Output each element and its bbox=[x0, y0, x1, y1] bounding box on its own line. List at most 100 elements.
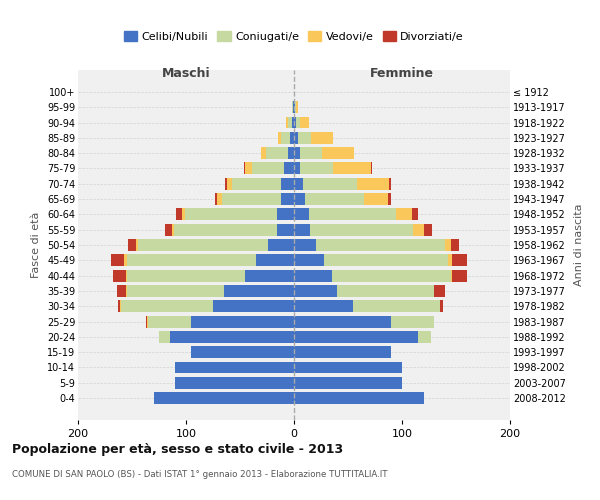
Bar bbox=[293, 101, 294, 113]
Bar bbox=[413, 224, 424, 235]
Bar bbox=[294, 208, 309, 220]
Bar bbox=[294, 362, 402, 374]
Bar bbox=[112, 254, 124, 266]
Bar bbox=[174, 224, 277, 235]
Bar bbox=[120, 300, 121, 312]
Bar bbox=[389, 178, 391, 190]
Bar bbox=[294, 270, 332, 281]
Bar bbox=[353, 300, 440, 312]
Bar bbox=[395, 208, 412, 220]
Bar bbox=[127, 270, 245, 281]
Text: COMUNE DI SAN PAOLO (BS) - Dati ISTAT 1° gennaio 2013 - Elaborazione TUTTITALIA.: COMUNE DI SAN PAOLO (BS) - Dati ISTAT 1°… bbox=[12, 470, 388, 479]
Bar bbox=[337, 285, 434, 297]
Y-axis label: Fasce di età: Fasce di età bbox=[31, 212, 41, 278]
Bar bbox=[294, 300, 353, 312]
Bar bbox=[227, 178, 232, 190]
Bar bbox=[294, 147, 301, 159]
Bar bbox=[305, 193, 364, 205]
Bar bbox=[310, 224, 413, 235]
Bar bbox=[296, 101, 298, 113]
Bar bbox=[266, 147, 287, 159]
Bar bbox=[277, 208, 294, 220]
Bar bbox=[311, 132, 333, 144]
Bar bbox=[424, 224, 432, 235]
Text: Femmine: Femmine bbox=[370, 66, 434, 80]
Bar bbox=[292, 101, 293, 113]
Bar bbox=[139, 239, 268, 251]
Bar bbox=[451, 270, 452, 281]
Bar bbox=[294, 224, 310, 235]
Bar bbox=[295, 101, 296, 113]
Bar bbox=[364, 193, 388, 205]
Bar bbox=[191, 346, 294, 358]
Bar bbox=[301, 162, 333, 174]
Bar bbox=[391, 316, 434, 328]
Bar bbox=[146, 316, 147, 328]
Bar bbox=[159, 331, 170, 343]
Bar bbox=[125, 285, 127, 297]
Bar bbox=[316, 239, 445, 251]
Bar bbox=[294, 316, 391, 328]
Bar bbox=[176, 208, 182, 220]
Bar bbox=[124, 254, 127, 266]
Bar bbox=[356, 178, 389, 190]
Text: Popolazione per età, sesso e stato civile - 2013: Popolazione per età, sesso e stato civil… bbox=[12, 442, 343, 456]
Bar bbox=[418, 331, 431, 343]
Bar bbox=[294, 285, 337, 297]
Bar bbox=[302, 178, 356, 190]
Bar bbox=[191, 316, 294, 328]
Bar bbox=[225, 178, 227, 190]
Bar bbox=[412, 208, 418, 220]
Bar bbox=[286, 116, 287, 128]
Bar bbox=[294, 193, 305, 205]
Text: Maschi: Maschi bbox=[161, 66, 211, 80]
Bar bbox=[118, 300, 120, 312]
Bar bbox=[121, 300, 213, 312]
Bar bbox=[127, 254, 256, 266]
Bar bbox=[170, 331, 294, 343]
Bar bbox=[324, 254, 448, 266]
Bar bbox=[281, 178, 294, 190]
Bar bbox=[294, 377, 402, 389]
Bar bbox=[294, 116, 296, 128]
Bar bbox=[451, 239, 459, 251]
Bar bbox=[166, 224, 172, 235]
Bar bbox=[127, 285, 224, 297]
Bar bbox=[245, 162, 252, 174]
Bar bbox=[448, 254, 452, 266]
Bar bbox=[213, 300, 294, 312]
Bar bbox=[298, 132, 311, 144]
Bar bbox=[388, 193, 391, 205]
Bar bbox=[332, 270, 451, 281]
Bar bbox=[294, 101, 295, 113]
Bar bbox=[281, 132, 290, 144]
Bar bbox=[113, 270, 125, 281]
Bar bbox=[175, 377, 294, 389]
Bar bbox=[117, 285, 125, 297]
Bar bbox=[148, 316, 191, 328]
Bar bbox=[445, 239, 451, 251]
Bar bbox=[217, 193, 221, 205]
Bar bbox=[252, 162, 284, 174]
Bar bbox=[147, 316, 148, 328]
Bar bbox=[292, 116, 294, 128]
Legend: Celibi/Nubili, Coniugati/e, Vedovi/e, Divorziati/e: Celibi/Nubili, Coniugati/e, Vedovi/e, Di… bbox=[119, 26, 469, 46]
Bar bbox=[172, 224, 174, 235]
Bar bbox=[281, 193, 294, 205]
Y-axis label: Anni di nascita: Anni di nascita bbox=[574, 204, 584, 286]
Bar bbox=[287, 116, 292, 128]
Bar bbox=[452, 254, 467, 266]
Bar bbox=[294, 178, 302, 190]
Bar bbox=[278, 132, 281, 144]
Bar bbox=[294, 346, 391, 358]
Bar bbox=[215, 193, 217, 205]
Bar bbox=[284, 162, 294, 174]
Bar bbox=[154, 392, 294, 404]
Bar bbox=[232, 178, 281, 190]
Bar bbox=[244, 162, 245, 174]
Bar bbox=[294, 162, 301, 174]
Bar bbox=[294, 331, 418, 343]
Bar bbox=[309, 208, 395, 220]
Bar bbox=[175, 362, 294, 374]
Bar bbox=[434, 285, 445, 297]
